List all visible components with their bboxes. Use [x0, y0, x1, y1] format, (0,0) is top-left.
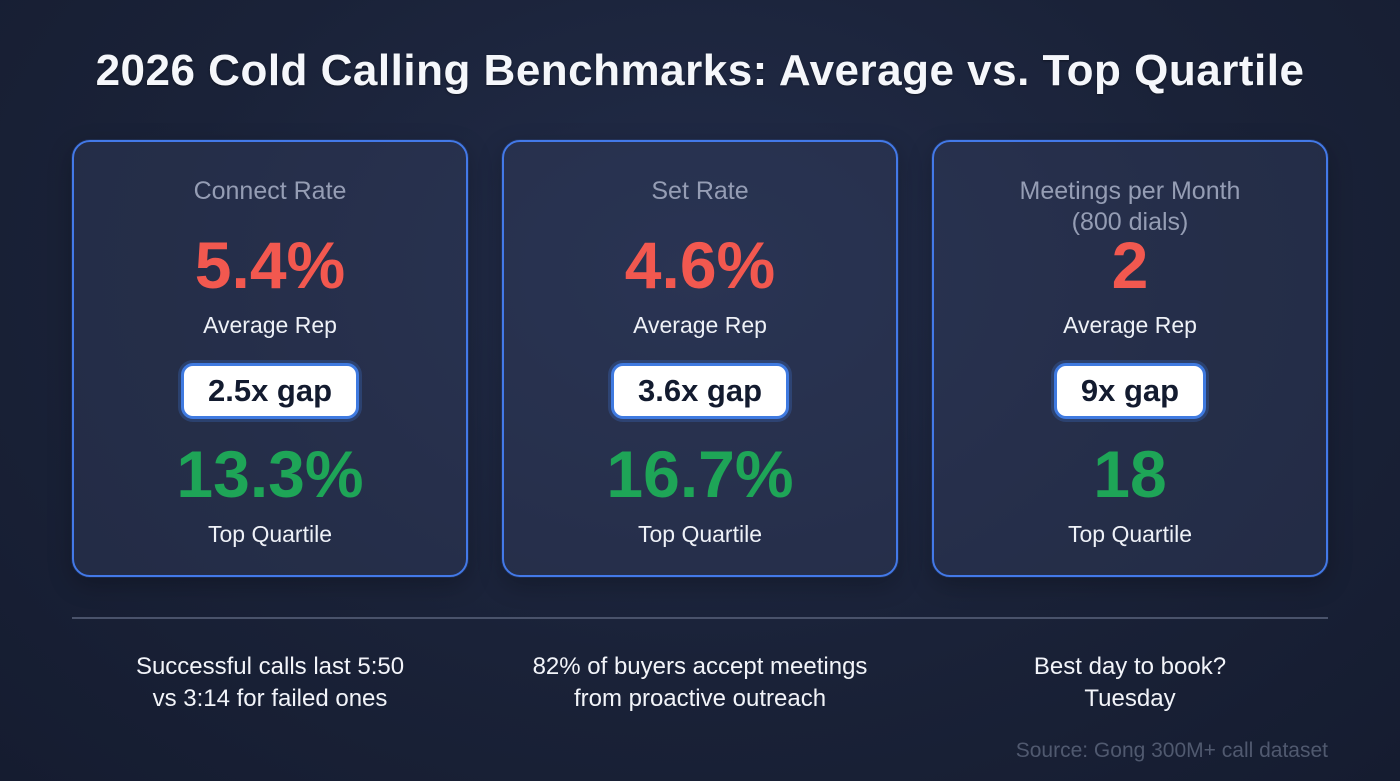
footnote-meetings: Best day to book? Tuesday	[1033, 653, 1227, 713]
top-quartile-value: 13.3%	[176, 437, 364, 511]
average-rep-label: Average Rep	[203, 312, 337, 338]
gap-badge: 9x gap	[1053, 363, 1207, 419]
top-quartile-label: Top Quartile	[1067, 521, 1192, 547]
metric-label: Connect Rate	[193, 177, 347, 205]
average-rep-label: Average Rep	[633, 312, 767, 338]
footnotes-row: Successful calls last 5:50 vs 3:14 for f…	[72, 651, 1328, 716]
footnote-set-rate: 82% of buyers accept meetings from proac…	[532, 653, 868, 713]
top-quartile-label: Top Quartile	[637, 521, 762, 547]
metric-label: Meetings per Month (800 dials)	[1019, 177, 1241, 237]
footnote-connect-rate: Successful calls last 5:50 vs 3:14 for f…	[135, 653, 405, 713]
top-quartile-value: 16.7%	[606, 437, 794, 511]
gap-badge-text: 2.5x gap	[207, 373, 333, 408]
gap-badge-text: 3.6x gap	[637, 373, 763, 408]
gap-badge: 3.6x gap	[610, 363, 790, 419]
horizontal-divider	[72, 617, 1328, 619]
gap-badge: 2.5x gap	[180, 363, 360, 419]
top-quartile-label: Top Quartile	[207, 521, 332, 547]
gap-badge-text: 9x gap	[1080, 373, 1180, 408]
page-title: 2026 Cold Calling Benchmarks: Average vs…	[95, 46, 1305, 95]
top-quartile-value: 18	[1093, 437, 1167, 511]
average-rep-value: 4.6%	[624, 228, 776, 302]
average-rep-label: Average Rep	[1063, 312, 1197, 338]
card-set-rate: Set Rate 4.6% Average Rep 3.6x gap 16.7%…	[502, 140, 898, 577]
metric-label: Set Rate	[651, 177, 749, 205]
benchmark-cards-row: Connect Rate 5.4% Average Rep 2.5x gap 1…	[72, 140, 1328, 577]
average-rep-value: 2	[1111, 228, 1149, 302]
card-meetings-per-month: Meetings per Month (800 dials) 2 Average…	[932, 140, 1328, 577]
source-attribution: Source: Gong 300M+ call dataset	[1015, 739, 1328, 762]
card-connect-rate: Connect Rate 5.4% Average Rep 2.5x gap 1…	[72, 140, 468, 577]
average-rep-value: 5.4%	[194, 228, 346, 302]
